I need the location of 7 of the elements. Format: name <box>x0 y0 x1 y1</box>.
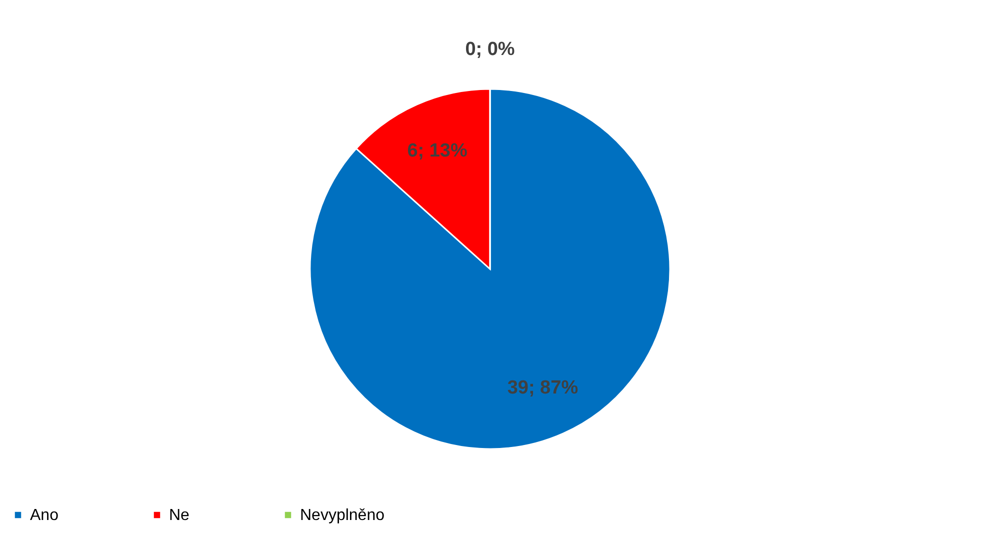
data-label: 6; 13% <box>407 140 468 162</box>
legend-label: Ano <box>30 507 59 524</box>
data-label: 39; 87% <box>507 377 578 398</box>
text: 0; 0% <box>465 39 515 60</box>
legend-label: Nevyplněno <box>300 507 385 524</box>
pie-slice <box>309 88 671 450</box>
legend-label: Ne <box>169 507 190 524</box>
